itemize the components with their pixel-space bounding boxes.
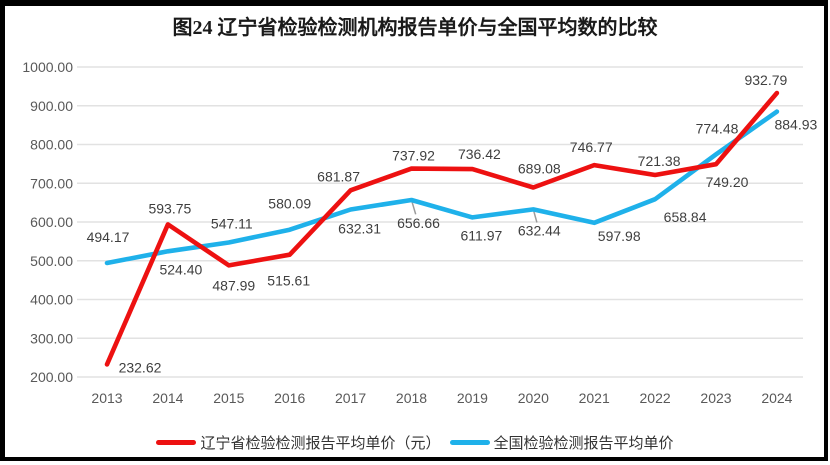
y-tick-label: 1000.00 [22,59,73,75]
y-tick-label: 300.00 [30,330,73,346]
chart-legend: 辽宁省检验检测报告平均单价（元） 全国检验检测报告平均单价 [0,431,830,453]
y-tick-label: 500.00 [30,253,73,269]
data-label: 580.09 [268,196,311,212]
y-tick-label: 600.00 [30,214,73,230]
data-label: 632.44 [518,222,561,238]
data-label: 611.97 [461,227,503,243]
x-tick-label: 2020 [518,390,549,406]
x-tick-label: 2017 [335,390,366,406]
legend-line-marker-red [156,439,197,445]
data-label: 524.40 [159,261,202,277]
data-label: 737.92 [392,148,435,164]
data-label: 749.20 [706,174,749,190]
y-tick-label: 900.00 [30,98,73,114]
data-label: 721.38 [638,153,681,169]
x-tick-label: 2013 [91,390,122,406]
x-tick-label: 2014 [152,390,183,406]
data-label: 774.48 [696,120,739,136]
data-label: 884.93 [774,117,817,133]
data-label: 932.79 [744,72,787,88]
legend-item-liaoning: 辽宁省检验检测报告平均单价（元） [156,432,441,453]
data-label: 681.87 [317,168,360,184]
legend-label-liaoning: 辽宁省检验检测报告平均单价（元） [200,435,441,452]
y-tick-label: 200.00 [30,369,73,385]
data-label: 494.17 [87,229,130,245]
legend-line-marker-blue [449,439,490,445]
x-tick-label: 2021 [579,390,610,406]
x-tick-label: 2019 [457,390,488,406]
data-label: 656.66 [397,215,440,231]
series-line-liaoning_red [104,90,780,367]
data-label: 632.31 [338,220,381,236]
series-line-national_blue [104,109,780,266]
y-tick-label: 400.00 [30,292,73,308]
x-tick-label: 2018 [396,390,427,406]
x-tick-label: 2024 [761,390,792,406]
data-label: 658.84 [664,209,707,225]
data-label: 736.42 [458,146,501,162]
data-label: 547.11 [211,215,253,231]
data-label: 746.77 [570,139,613,155]
y-tick-label: 800.00 [30,137,73,153]
data-label: 689.08 [518,160,561,176]
x-tick-label: 2022 [640,390,671,406]
x-tick-label: 2023 [700,390,731,406]
x-tick-label: 2016 [274,390,305,406]
data-label: 515.61 [267,273,310,289]
data-label: 597.98 [598,228,641,244]
data-label: 593.75 [148,200,191,216]
legend-label-national: 全国检验检测报告平均单价 [493,435,674,452]
y-tick-label: 700.00 [30,175,73,191]
x-tick-label: 2015 [213,390,244,406]
data-label: 487.99 [212,277,255,293]
legend-item-national: 全国检验检测报告平均单价 [449,432,674,453]
data-label: 232.62 [119,359,162,375]
chart-title: 图24 辽宁省检验检测机构报告单价与全国平均数的比较 [172,17,658,39]
